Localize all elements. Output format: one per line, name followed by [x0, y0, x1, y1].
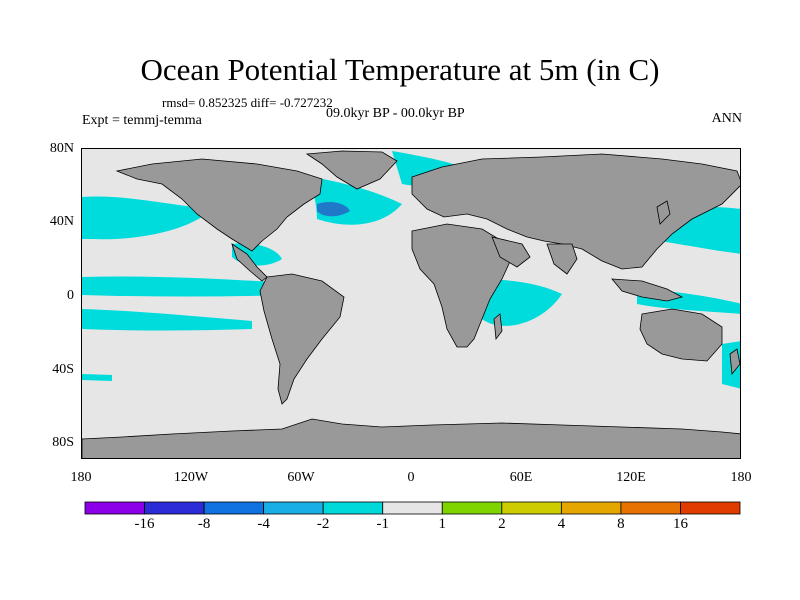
colorbar-label: -2	[316, 516, 330, 532]
lon-label-120w: 120W	[173, 470, 209, 485]
colorbar-box	[441, 501, 503, 515]
lon-label-120e: 120E	[616, 470, 646, 485]
period-label: 09.0kyr BP - 00.0kyr BP	[326, 106, 465, 121]
land-masses	[82, 150, 740, 458]
arabia	[491, 236, 531, 268]
stats-subtitle: rmsd= 0.852325 diff= -0.727232	[162, 95, 333, 110]
colorbar-label: -1	[376, 516, 389, 532]
colorbar-label: 1	[438, 516, 447, 532]
north-atlantic-blue	[317, 201, 350, 217]
africa	[411, 223, 513, 348]
lon-label-60w: 60W	[287, 470, 315, 485]
madagascar	[493, 313, 503, 341]
plot-title: Ocean Potential Temperature at 5m (in C)	[140, 52, 660, 87]
colorbar-box	[322, 501, 384, 515]
colorbar-box	[382, 501, 443, 515]
lat-label-40n: 40N	[49, 214, 74, 229]
colorbar-label: -4	[257, 516, 270, 532]
lon-label-180w: 180	[70, 470, 92, 485]
colorbar-label: 4	[557, 516, 566, 532]
indian-ocean-cyan	[477, 279, 562, 326]
south-pacific-small-cyan	[82, 374, 112, 381]
experiment-label: Expt = temmj-temma	[82, 113, 202, 128]
colorbar-box	[203, 501, 265, 515]
north-america	[115, 158, 323, 252]
colorbar-label: -8	[197, 516, 211, 532]
greenland	[305, 150, 398, 190]
colorbar-label: 8	[617, 516, 625, 532]
lat-label-0: 0	[67, 288, 74, 303]
map-panel	[81, 148, 741, 459]
lon-label-180e: 180	[730, 470, 752, 485]
new-zealand	[729, 348, 740, 376]
colorbar-box	[501, 501, 562, 515]
equatorial-pacific-east-cyan	[82, 276, 292, 297]
colorbar-box	[680, 501, 741, 515]
colorbar-box	[560, 501, 622, 515]
india	[546, 243, 578, 275]
lat-label-80n: 80N	[49, 141, 74, 156]
colorbar-label: 16	[672, 516, 688, 532]
eurasia	[411, 153, 740, 270]
season-label: ANN	[711, 111, 742, 126]
south-pacific-cyan	[82, 309, 252, 331]
lon-label-60e: 60E	[509, 470, 533, 485]
south-america	[259, 273, 345, 405]
colorbar-label: -16	[134, 516, 155, 532]
antarctica	[82, 418, 740, 458]
world-map	[82, 150, 740, 458]
southeast-asia-islands	[611, 278, 684, 302]
colorbar-box	[263, 501, 324, 515]
colorbar-box	[84, 501, 145, 515]
central-america	[231, 243, 268, 282]
lon-label-0: 0	[407, 470, 415, 485]
north-pacific-cyan	[82, 196, 212, 240]
australia	[639, 308, 723, 362]
lat-label-40s: 40S	[52, 362, 74, 377]
colorbar-box	[144, 501, 205, 515]
colorbar-box	[620, 501, 681, 515]
colorbar	[84, 501, 741, 515]
colorbar-label: 2	[498, 516, 506, 532]
japan	[656, 200, 671, 225]
lat-label-80s: 80S	[52, 435, 74, 450]
